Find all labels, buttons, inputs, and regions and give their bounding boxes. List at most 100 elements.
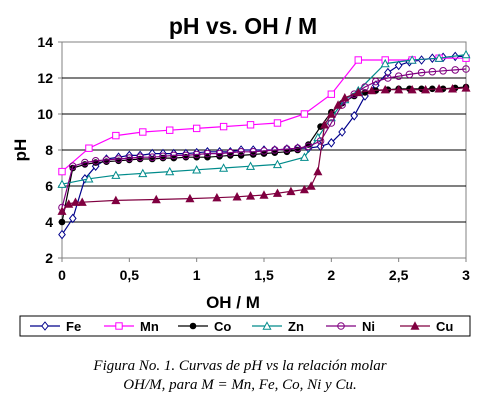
data-point-ni [384, 74, 392, 82]
data-point-mn [58, 167, 66, 176]
x-tick-label: 1,5 [254, 267, 274, 283]
y-tick-label: 12 [37, 70, 53, 86]
data-point-cu [333, 100, 343, 109]
y-tick-label: 2 [45, 250, 53, 266]
data-point-ni [68, 162, 77, 170]
data-point-cu [111, 195, 121, 205]
data-point-ni [462, 65, 470, 73]
data-point-cu [407, 84, 417, 94]
legend-item-cu: Cu [400, 319, 453, 334]
y-tick-label: 6 [45, 178, 53, 194]
legend-label: Fe [66, 319, 81, 334]
data-point-cu [434, 84, 444, 93]
series-lines [57, 49, 471, 240]
data-point-ni [114, 155, 123, 163]
data-point-cu [394, 84, 404, 94]
data-point-ni [304, 142, 313, 151]
data-point-zn [57, 179, 67, 188]
x-tick-label: 2 [327, 267, 335, 283]
legend-marker [41, 321, 49, 331]
x-tick-label: 1 [193, 267, 201, 283]
data-point-cu [245, 191, 256, 200]
data-point-zn [138, 168, 148, 178]
data-point-zn [272, 159, 283, 169]
data-point-ni [226, 148, 235, 157]
data-point-cu [313, 166, 323, 176]
caption-line-1: Figura No. 1. Curvas de pH vs la relació… [93, 358, 387, 374]
data-point-cu [421, 84, 431, 94]
legend-label: Cu [436, 319, 453, 334]
data-point-fe [327, 137, 336, 148]
x-tick-label: 2,5 [389, 267, 409, 283]
data-point-ni [136, 153, 144, 161]
data-point-ni [451, 66, 460, 74]
data-point-cu [286, 186, 296, 196]
legend-item-co: Co [178, 319, 231, 334]
data-point-cu [447, 84, 458, 93]
data-point-mn [219, 122, 228, 131]
gridlines [62, 77, 466, 223]
data-point-cu [185, 193, 195, 203]
data-point-ni [249, 148, 258, 156]
data-point-cu [232, 192, 242, 201]
y-tick-label: 8 [45, 142, 53, 158]
data-point-cu [353, 87, 363, 97]
data-point-ni [316, 137, 325, 145]
data-point-ni [361, 83, 369, 91]
legend-label: Zn [288, 319, 304, 334]
series-line-ni [61, 68, 467, 208]
data-point-ni [293, 144, 302, 152]
data-point-ni [169, 151, 178, 160]
data-point-mn [192, 124, 201, 133]
data-point-ni [192, 150, 201, 159]
data-point-ni [81, 158, 89, 167]
legend-marker [410, 321, 420, 330]
data-point-mn [300, 110, 309, 118]
data-point-ni [439, 67, 447, 75]
legend-marker [115, 322, 123, 330]
data-point-zn [461, 49, 471, 59]
x-tick-labels: 0 0,5 1 1,5 2 2,5 3 [58, 258, 470, 283]
legend-label: Co [214, 319, 231, 334]
data-point-cu [77, 197, 87, 206]
legend-item-mn: Mn [104, 319, 159, 334]
data-point-ni [405, 70, 414, 79]
series-line-zn [61, 54, 467, 185]
data-point-mn [354, 56, 362, 64]
data-point-ni [371, 77, 380, 86]
series-line-mn [61, 57, 466, 173]
data-point-fe [338, 127, 346, 137]
data-point-cu [212, 192, 222, 202]
data-point-zn [380, 58, 390, 68]
data-point-cu [272, 188, 283, 197]
data-point-ni [182, 151, 190, 160]
y-tick-labels: 2 4 6 8 10 12 14 [37, 34, 62, 266]
y-tick-label: 10 [37, 106, 53, 122]
data-point-zn [111, 170, 121, 179]
data-point-zn [219, 163, 229, 172]
figure-caption: Figura No. 1. Curvas de pH vs la relació… [0, 357, 480, 395]
data-point-ni [91, 157, 100, 165]
data-point-mn [246, 121, 255, 129]
legend-item-ni: Ni [326, 319, 375, 334]
data-point-fe [58, 229, 66, 240]
legend-marker [337, 322, 345, 330]
data-point-mn [112, 131, 120, 140]
legend-box [19, 315, 471, 337]
data-point-cu [461, 83, 471, 92]
x-tick-label: 3 [462, 267, 470, 283]
data-point-cu [380, 84, 390, 94]
data-point-zn [313, 132, 323, 142]
data-point-fe [68, 213, 77, 224]
data-point-zn [299, 152, 309, 161]
x-axis-label: OH / M [206, 293, 260, 312]
legend-item-fe: Fe [30, 319, 81, 334]
series-cu [57, 83, 471, 215]
data-point-cu [57, 206, 67, 215]
data-point-ni [237, 148, 245, 156]
data-point-ni [283, 145, 291, 153]
data-point-ni [270, 146, 279, 154]
data-point-cu [70, 197, 81, 206]
legend-label: Mn [140, 319, 159, 334]
